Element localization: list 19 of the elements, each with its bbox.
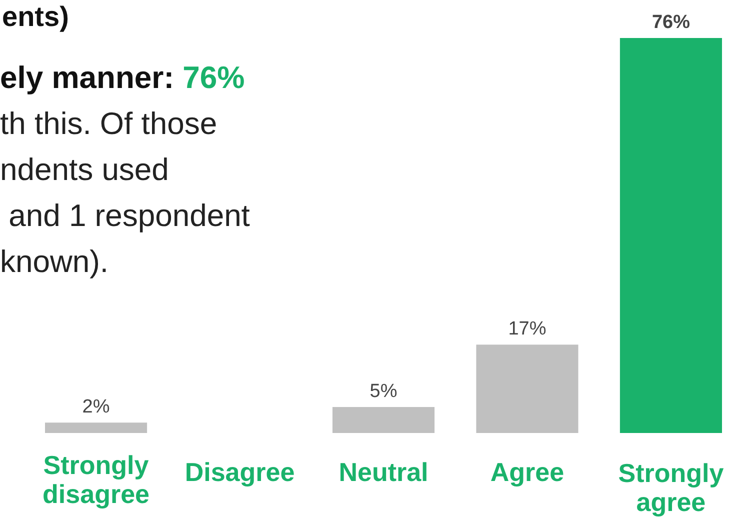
annotation: ndents used	[0, 152, 169, 187]
x-tick-label: Disagree	[184, 457, 295, 487]
x-tick-label: Neutral	[338, 457, 428, 487]
x-tick-label: Strongly agree	[618, 458, 724, 517]
annotation: ely manner: 76%	[0, 60, 245, 95]
data-label: 5%	[370, 381, 398, 402]
annotation: th this. Of those	[0, 106, 218, 141]
bar	[332, 407, 435, 433]
bar	[620, 38, 722, 433]
data-label: 76%	[652, 12, 690, 33]
data-label: 17%	[508, 318, 546, 340]
annotation: known).	[0, 244, 109, 279]
bar	[476, 344, 578, 433]
annotation: and 1 respondent	[0, 198, 250, 233]
bar	[45, 422, 148, 433]
x-tick-label: Agree	[490, 457, 564, 487]
data-label: 2%	[82, 396, 110, 418]
chart-title: ents)	[2, 1, 69, 32]
x-tick-label: Strongly disagree	[42, 450, 150, 509]
